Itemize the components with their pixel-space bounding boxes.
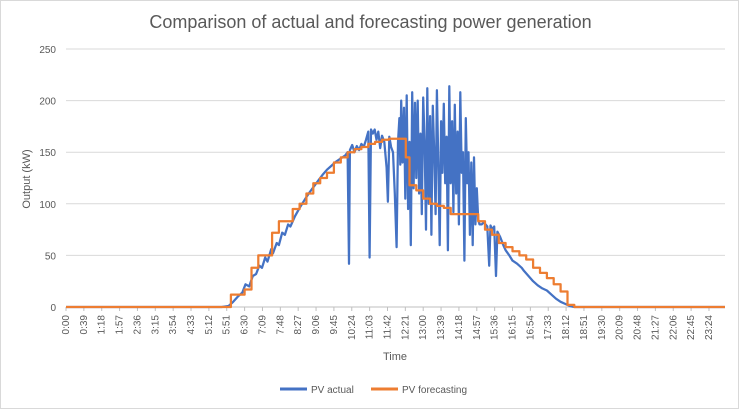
x-tick-label: 21:27 [650,315,661,340]
legend-label-pv-forecasting: PV forecasting [402,385,467,396]
x-tick-label: 9:06 [311,315,322,335]
x-tick-label: 17:33 [543,315,554,340]
y-tick-label: 100 [39,200,56,211]
x-tick-label: 15:36 [490,315,501,340]
legend-label-pv-actual: PV actual [311,385,354,396]
x-axis-ticks: 0:00 0:39 1:18 1:57 2:36 3:15 3:54 4:33 5:12 5:51… [61,307,715,340]
x-tick-label: 3:54 [168,315,179,335]
y-axis-ticks: 0 50 100 150 200 250 [39,45,56,314]
series-lines [66,85,725,309]
x-tick-label: 18:12 [561,315,572,340]
x-tick-label: 18:51 [579,315,590,340]
y-tick-label: 200 [39,97,56,108]
x-tick-label: 16:15 [508,315,519,340]
x-tick-label: 8:27 [293,315,304,335]
x-tick-label: 7:48 [275,315,286,335]
x-tick-label: 12:21 [400,315,411,340]
x-tick-label: 20:48 [633,315,644,340]
x-tick-label: 0:00 [61,315,72,335]
series-line-pv-forecasting [66,137,725,309]
x-tick-label: 13:39 [436,315,447,340]
gridlines [66,48,725,308]
y-axis-label: Output (kW) [21,149,33,208]
x-tick-label: 11:03 [365,315,376,340]
y-tick-label: 250 [39,45,56,56]
x-tick-label: 16:54 [525,315,536,340]
x-tick-label: 10:24 [347,315,358,340]
y-tick-label: 0 [50,303,56,314]
y-tick-label: 150 [39,148,56,159]
x-tick-label: 14:18 [454,315,465,340]
x-tick-label: 23:24 [704,315,715,340]
x-tick-label: 7:09 [257,315,268,335]
x-tick-label: 20:09 [615,315,626,340]
x-tick-label: 22:06 [668,315,679,340]
x-tick-label: 19:30 [597,315,608,340]
x-tick-label: 1:57 [115,315,126,335]
x-tick-label: 14:57 [472,315,483,340]
legend: PV actual PV forecasting [280,385,467,396]
x-axis-label: Time [383,351,407,363]
x-tick-label: 6:30 [240,315,251,335]
x-tick-label: 5:51 [222,315,233,335]
x-tick-label: 5:12 [204,315,215,335]
x-tick-label: 13:00 [418,315,429,340]
x-tick-label: 0:39 [79,315,90,335]
x-tick-label: 4:33 [186,315,197,335]
y-tick-label: 50 [45,251,57,262]
x-tick-label: 2:36 [132,315,143,335]
x-tick-label: 1:18 [97,315,108,335]
x-tick-label: 9:45 [329,315,340,335]
x-tick-label: 22:45 [686,315,697,340]
chart-title: Comparison of actual and forecasting pow… [149,12,591,32]
x-tick-label: 3:15 [150,315,161,335]
series-line-pv-actual [66,85,725,309]
x-tick-label: 11:42 [382,315,393,340]
